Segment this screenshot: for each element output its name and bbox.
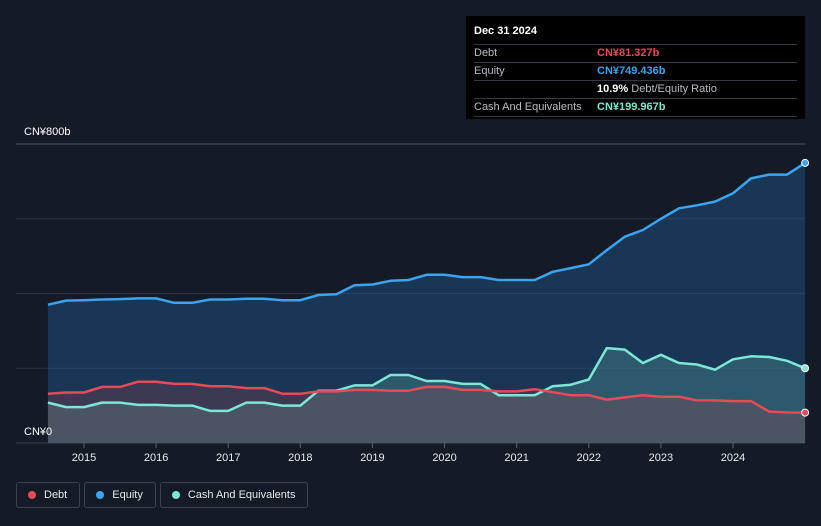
x-tick-label-2020: 2020	[432, 452, 456, 464]
end-marker-equity	[801, 158, 810, 167]
legend-item-equity[interactable]: Equity	[84, 482, 156, 508]
x-tick-label-2018: 2018	[288, 452, 312, 464]
end-markers	[801, 158, 810, 417]
equity-dot-icon	[96, 491, 105, 499]
x-tick-label-2019: 2019	[360, 452, 384, 464]
cash-dot-icon	[171, 491, 180, 499]
x-tick-label-2015: 2015	[72, 452, 96, 464]
series-lines	[47, 161, 806, 414]
line-cash-and-equivalents	[47, 346, 806, 413]
legend-debt-label: Debt	[44, 489, 68, 501]
tooltip-equity-label: Equity	[474, 65, 505, 77]
line-debt	[47, 380, 806, 414]
tooltip-ratio-label	[474, 81, 597, 98]
legend-cash-label: Cash And Equivalents	[187, 489, 296, 501]
x-tick-label-2024: 2024	[721, 452, 745, 464]
x-tick-label-2017: 2017	[216, 452, 240, 464]
legend-item-cash[interactable]: Cash And Equivalents	[159, 482, 309, 508]
tooltip-cash-value: CN¥199.967b	[597, 101, 666, 113]
tooltip-equity-value: CN¥749.436b	[597, 65, 666, 77]
line-equity	[47, 161, 806, 306]
legend-item-debt[interactable]: Debt	[16, 482, 81, 508]
tooltip-debt-label: Debt	[474, 47, 498, 59]
end-marker-cash-and-equivalents	[801, 364, 810, 373]
debt-dot-icon	[28, 491, 36, 499]
x-tick-label-2023: 2023	[649, 452, 673, 464]
end-marker-debt	[801, 408, 810, 417]
tooltip-row-ratio: 10.9% Debt/Equity Ratio	[474, 80, 797, 98]
tooltip-row-debt: Debt CN¥81.327b	[474, 44, 797, 62]
x-tick-label-2022: 2022	[577, 452, 601, 464]
area-debt	[47, 381, 806, 443]
x-tick-label-2016: 2016	[144, 452, 168, 464]
y-tick-label-max: CN¥800b	[24, 126, 70, 138]
legend: Debt Equity Cash And Equivalents	[16, 482, 309, 510]
tooltip-date: Dec 31 2024	[474, 25, 537, 37]
x-axis-ticks: 2015 2016 2017 2018 2019 2020 2021 2022 2023 2024	[72, 443, 745, 464]
area-equity	[47, 162, 806, 443]
tooltip-row-cash: Cash And Equivalents CN¥199.967b	[474, 98, 797, 117]
x-tick-label-2021: 2021	[504, 452, 528, 464]
grid-lines	[16, 143, 805, 444]
tooltip-ratio-value: 10.9%	[597, 83, 629, 95]
tooltip-row-equity: Equity CN¥749.436b	[474, 62, 797, 80]
y-tick-label-zero: CN¥0	[24, 426, 52, 438]
tooltip-cash-label: Cash And Equivalents	[474, 101, 582, 113]
legend-equity-label: Equity	[112, 489, 143, 501]
series-areas	[47, 162, 806, 443]
tooltip-ratio-suffix: Debt/Equity Ratio	[631, 83, 717, 95]
tooltip-debt-value: CN¥81.327b	[597, 47, 660, 59]
tooltip-panel: Dec 31 2024 Debt CN¥81.327b Equity CN¥74…	[466, 16, 805, 119]
area-cash-and-equivalents	[47, 348, 806, 443]
